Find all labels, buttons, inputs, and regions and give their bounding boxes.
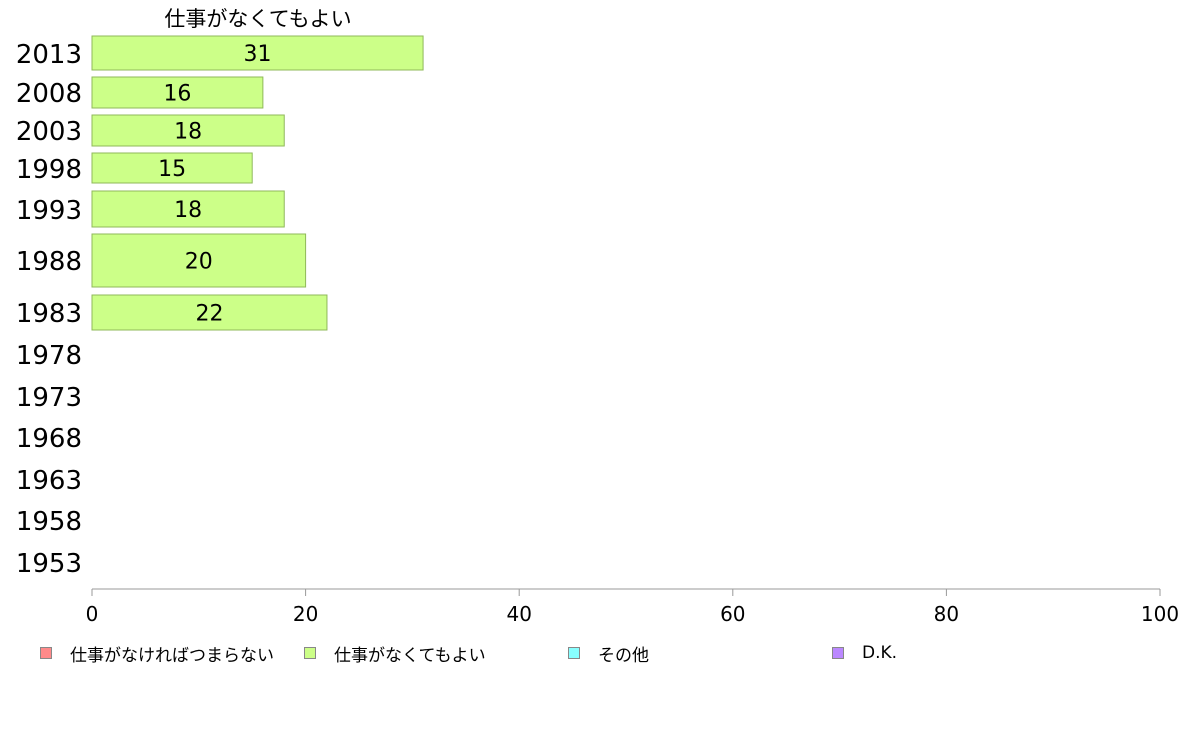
legend-item: D.K. [832, 640, 897, 666]
legend-swatch [568, 647, 580, 659]
data-label: 20 [185, 250, 213, 275]
data-label: 31 [244, 42, 272, 67]
y-tick-label: 1968 [16, 424, 82, 454]
y-tick-label: 1978 [16, 341, 82, 371]
bar [91, 190, 285, 228]
y-axis-labels: 2013 2008 2003 1998 1993 1988 1983 1978 1973 1968… [16, 40, 82, 579]
legend-label: 仕事がなければつまらない [70, 645, 274, 666]
data-label: 18 [174, 198, 202, 223]
bar [91, 233, 307, 288]
y-tick-label: 1958 [16, 507, 82, 537]
y-tick-label: 2003 [16, 117, 82, 147]
legend-item: 仕事がなくてもよい [304, 640, 486, 666]
x-tick-label: 60 [720, 602, 745, 626]
x-tick-label: 40 [506, 602, 531, 626]
bar-chart: 仕事がなくてもよい 2013 2008 2003 1998 1993 1988 1983 19… [16, 7, 1179, 626]
y-tick-label: 1988 [16, 247, 82, 277]
y-tick-label: 1963 [16, 466, 82, 496]
x-axis: 0 20 40 60 80 100 [86, 588, 1179, 626]
legend-swatch [832, 647, 844, 659]
legend-label: D.K. [862, 643, 898, 663]
x-tick-label: 80 [934, 602, 959, 626]
data-label: 15 [158, 157, 186, 182]
y-tick-label: 1983 [16, 299, 82, 329]
x-tick-label: 20 [293, 602, 318, 626]
x-tick-label: 100 [1141, 602, 1179, 626]
legend-item: 仕事がなければつまらない [40, 640, 274, 666]
y-tick-label: 1993 [16, 196, 82, 226]
bars: 31 16 18 15 18 20 22 [91, 35, 424, 331]
data-label: 22 [195, 302, 223, 327]
y-tick-label: 1953 [16, 549, 82, 579]
x-tick-label: 0 [86, 602, 99, 626]
bar [91, 294, 328, 331]
data-label: 18 [174, 120, 202, 145]
bar [91, 152, 253, 184]
y-tick-label: 2008 [16, 79, 82, 109]
legend-label: その他 [598, 645, 649, 666]
legend-item: その他 [568, 640, 649, 666]
legend-swatch [40, 647, 52, 659]
series-title: 仕事がなくてもよい [164, 7, 351, 31]
y-tick-label: 1973 [16, 383, 82, 413]
y-tick-label: 1998 [16, 155, 82, 185]
bar [91, 76, 264, 109]
legend-label: 仕事がなくてもよい [334, 645, 486, 666]
bar [91, 114, 285, 147]
legend: 仕事がなければつまらない 仕事がなくてもよい その他 D.K. [0, 640, 1188, 670]
y-tick-label: 2013 [16, 40, 82, 70]
bar [91, 35, 424, 71]
data-label: 16 [163, 82, 191, 107]
legend-swatch [304, 647, 316, 659]
